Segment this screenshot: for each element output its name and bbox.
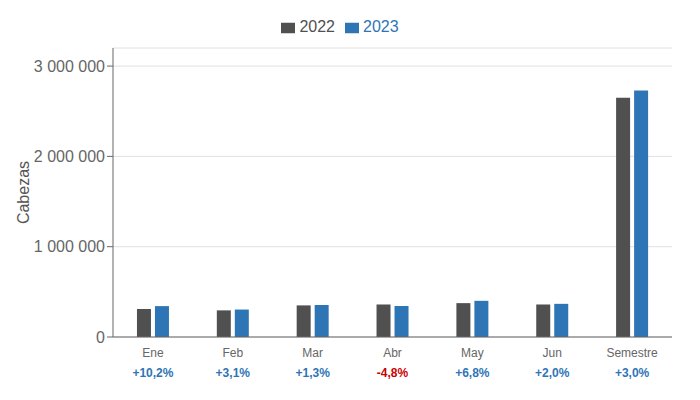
svg-text:Feb: Feb (222, 346, 243, 360)
svg-text:May: May (461, 346, 484, 360)
svg-text:Ene: Ene (142, 346, 164, 360)
svg-text:+3,1%: +3,1% (216, 366, 251, 380)
svg-text:2 000 000: 2 000 000 (34, 148, 105, 165)
html-text:2023: 2023 (363, 18, 399, 35)
html-text:2022: 2022 (299, 18, 335, 35)
svg-text:Cabezas: Cabezas (15, 161, 32, 224)
svg-text:Jun: Jun (543, 346, 562, 360)
svg-text:+3,0%: +3,0% (615, 366, 650, 380)
svg-text:1 000 000: 1 000 000 (34, 238, 105, 255)
svg-text:+2,0%: +2,0% (535, 366, 570, 380)
svg-text:Semestre: Semestre (606, 346, 658, 360)
svg-text:+6,8%: +6,8% (455, 366, 490, 380)
svg-text:3 000 000: 3 000 000 (34, 58, 105, 75)
svg-text:+10,2%: +10,2% (132, 366, 173, 380)
svg-text:+1,3%: +1,3% (295, 366, 330, 380)
svg-text:0: 0 (96, 329, 105, 346)
svg-text:Abr: Abr (383, 346, 402, 360)
svg-text:Mar: Mar (302, 346, 323, 360)
svg-text:-4,8%: -4,8% (377, 366, 409, 380)
